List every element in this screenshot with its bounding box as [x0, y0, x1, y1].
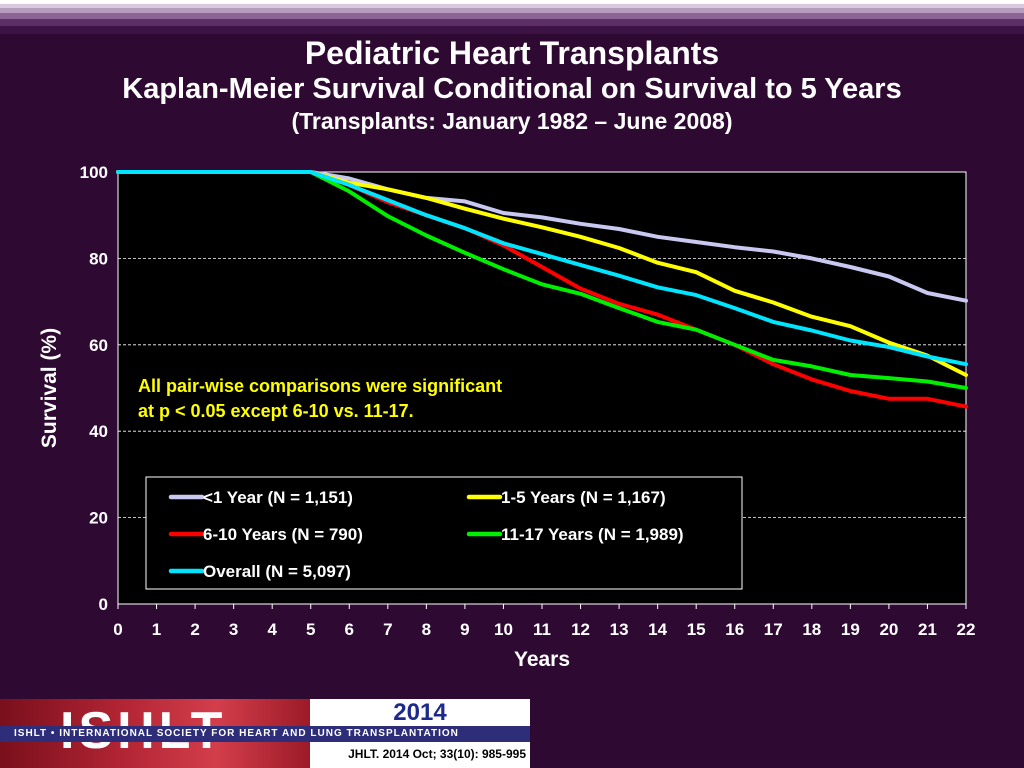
- x-tick-label: 10: [494, 620, 513, 639]
- x-tick-label: 6: [345, 620, 354, 639]
- x-tick-label: 8: [422, 620, 431, 639]
- legend-label-lt1: <1 Year (N = 1,151): [203, 488, 353, 507]
- society-name: ISHLT • INTERNATIONAL SOCIETY FOR HEART …: [0, 726, 530, 742]
- chart-title: Pediatric Heart Transplants: [304, 35, 720, 71]
- chart-date-range: (Transplants: January 1982 – June 2008): [291, 108, 733, 134]
- x-tick-label: 5: [306, 620, 315, 639]
- x-tick-label: 20: [879, 620, 898, 639]
- legend-label-1-5: 1-5 Years (N = 1,167): [501, 488, 666, 507]
- y-tick-label: 40: [89, 422, 108, 441]
- x-tick-label: 15: [687, 620, 706, 639]
- y-tick-label: 20: [89, 509, 108, 528]
- x-tick-label: 12: [571, 620, 590, 639]
- annotation-line-1: All pair-wise comparisons were significa…: [138, 376, 502, 396]
- chart-subtitle: Kaplan-Meier Survival Conditional on Sur…: [122, 73, 902, 105]
- x-tick-label: 13: [610, 620, 629, 639]
- annotation-line-2: at p < 0.05 except 6-10 vs. 11-17.: [138, 401, 414, 421]
- x-axis-ticks: 0 1 2 3 4 5 6 7 8 9 10 11 12 13 14 15 16 17 18 19 20 21 22: [113, 604, 975, 639]
- x-tick-label: 14: [648, 620, 667, 639]
- x-tick-label: 4: [267, 620, 277, 639]
- y-axis-ticks: 0 20 40 60 80 100: [80, 163, 108, 614]
- series-lines: [116, 170, 968, 409]
- x-tick-label: 2: [190, 620, 199, 639]
- x-tick-label: 0: [113, 620, 122, 639]
- survival-chart: 0 1 2 3 4 5 6 7 8 9 10 11 12 13 14 15 16 17 18 19 20 21 22 020…: [38, 163, 975, 671]
- x-tick-label: 22: [957, 620, 976, 639]
- x-tick-label: 19: [841, 620, 860, 639]
- citation: JHLT. 2014 Oct; 33(10): 985-995: [310, 742, 530, 768]
- x-tick-label: 21: [918, 620, 937, 639]
- series-line-4: [116, 170, 968, 367]
- x-tick-label: 17: [764, 620, 783, 639]
- x-tick-label: 9: [460, 620, 469, 639]
- legend-label-6-10: 6-10 Years (N = 790): [203, 525, 363, 544]
- x-tick-label: 3: [229, 620, 238, 639]
- x-tick-label: 7: [383, 620, 392, 639]
- title-block: Pediatric Heart Transplants Kaplan-Meier…: [0, 34, 1024, 136]
- header-stripes: [0, 0, 1024, 34]
- legend-label-overall: Overall (N = 5,097): [203, 562, 351, 581]
- y-tick-label: 0: [99, 595, 108, 614]
- x-tick-label: 16: [725, 620, 744, 639]
- x-tick-label: 1: [152, 620, 161, 639]
- footer: ISHLT 2014 ISHLT • INTERNATIONAL SOCIETY…: [0, 699, 530, 768]
- y-tick-label: 60: [89, 336, 108, 355]
- x-tick-label: 11: [533, 620, 551, 639]
- y-axis-label: Survival (%): [38, 328, 61, 448]
- y-tick-label: 80: [89, 249, 108, 268]
- y-tick-label: 100: [80, 163, 108, 182]
- legend-box: [145, 476, 743, 590]
- x-axis-label: Years: [514, 648, 570, 671]
- legend-label-11-17: 11-17 Years (N = 1,989): [501, 525, 684, 544]
- legend: <1 Year (N = 1,151) 1-5 Years (N = 1,167…: [145, 476, 743, 590]
- report-year: 2014: [310, 699, 530, 726]
- x-tick-label: 18: [802, 620, 821, 639]
